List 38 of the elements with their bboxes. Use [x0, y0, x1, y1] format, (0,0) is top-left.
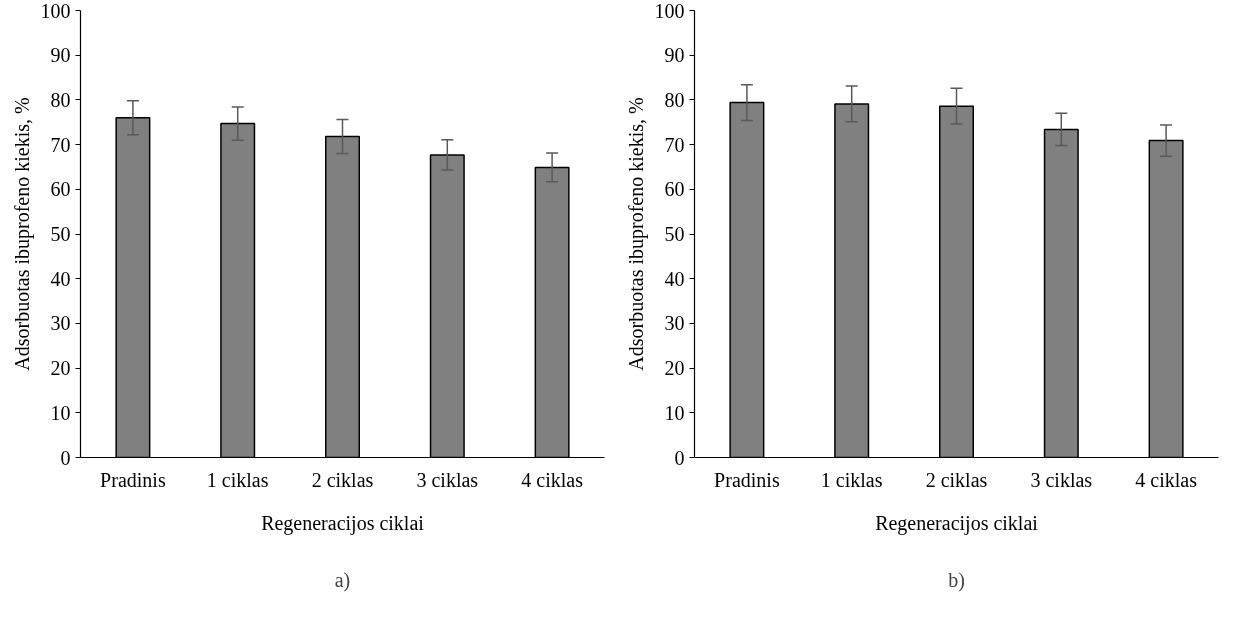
y-tick-label: 50: [50, 223, 71, 245]
x-tick-label: 3 ciklas: [1030, 468, 1093, 491]
y-tick-label: 70: [664, 133, 685, 156]
y-tick-label: 40: [50, 267, 71, 290]
y-tick-label: 30: [50, 312, 71, 335]
y-axis-title: Adsorbuotas ibuprofeno kiekis, %: [624, 97, 648, 371]
y-tick-label: 0: [674, 446, 685, 469]
y-tick-label: 100: [654, 0, 685, 22]
y-tick-label: 10: [50, 401, 71, 424]
x-axis-title: Regeneracijos ciklai: [875, 511, 1039, 535]
x-tick-label: 1 ciklas: [820, 468, 883, 491]
x-tick-label: 2 ciklas: [311, 468, 374, 491]
text: a): [334, 568, 351, 592]
x-tick-label: 2 ciklas: [925, 468, 988, 491]
y-tick-label: 90: [50, 44, 71, 67]
x-tick-label: 4 ciklas: [521, 468, 584, 491]
y-tick-label: 90: [664, 44, 685, 67]
text: b): [948, 568, 965, 592]
y-tick-label: 60: [664, 178, 685, 201]
y-tick-label: 60: [50, 178, 71, 201]
y-tick-label: 30: [664, 312, 685, 335]
y-tick-label: 80: [664, 88, 685, 111]
x-tick-label: Pradinis: [714, 468, 780, 491]
y-tick-label: 80: [50, 88, 71, 111]
y-tick-label: 20: [664, 357, 685, 380]
x-tick-label: 4 ciklas: [1135, 468, 1198, 491]
y-tick-label: 20: [50, 357, 71, 380]
y-tick-label: 10: [664, 401, 685, 424]
y-axis-title: Adsorbuotas ibuprofeno kiekis, %: [10, 97, 34, 371]
x-tick-label: 1 ciklas: [206, 468, 269, 491]
y-tick-label: 100: [40, 0, 71, 22]
y-tick-label: 40: [664, 267, 685, 290]
x-tick-label: Pradinis: [100, 468, 166, 491]
x-tick-label: 3 ciklas: [416, 468, 479, 491]
x-axis-title: Regeneracijos ciklai: [261, 511, 425, 535]
y-tick-label: 50: [664, 223, 685, 245]
y-tick-label: 70: [50, 133, 71, 156]
y-tick-label: 0: [60, 446, 71, 469]
